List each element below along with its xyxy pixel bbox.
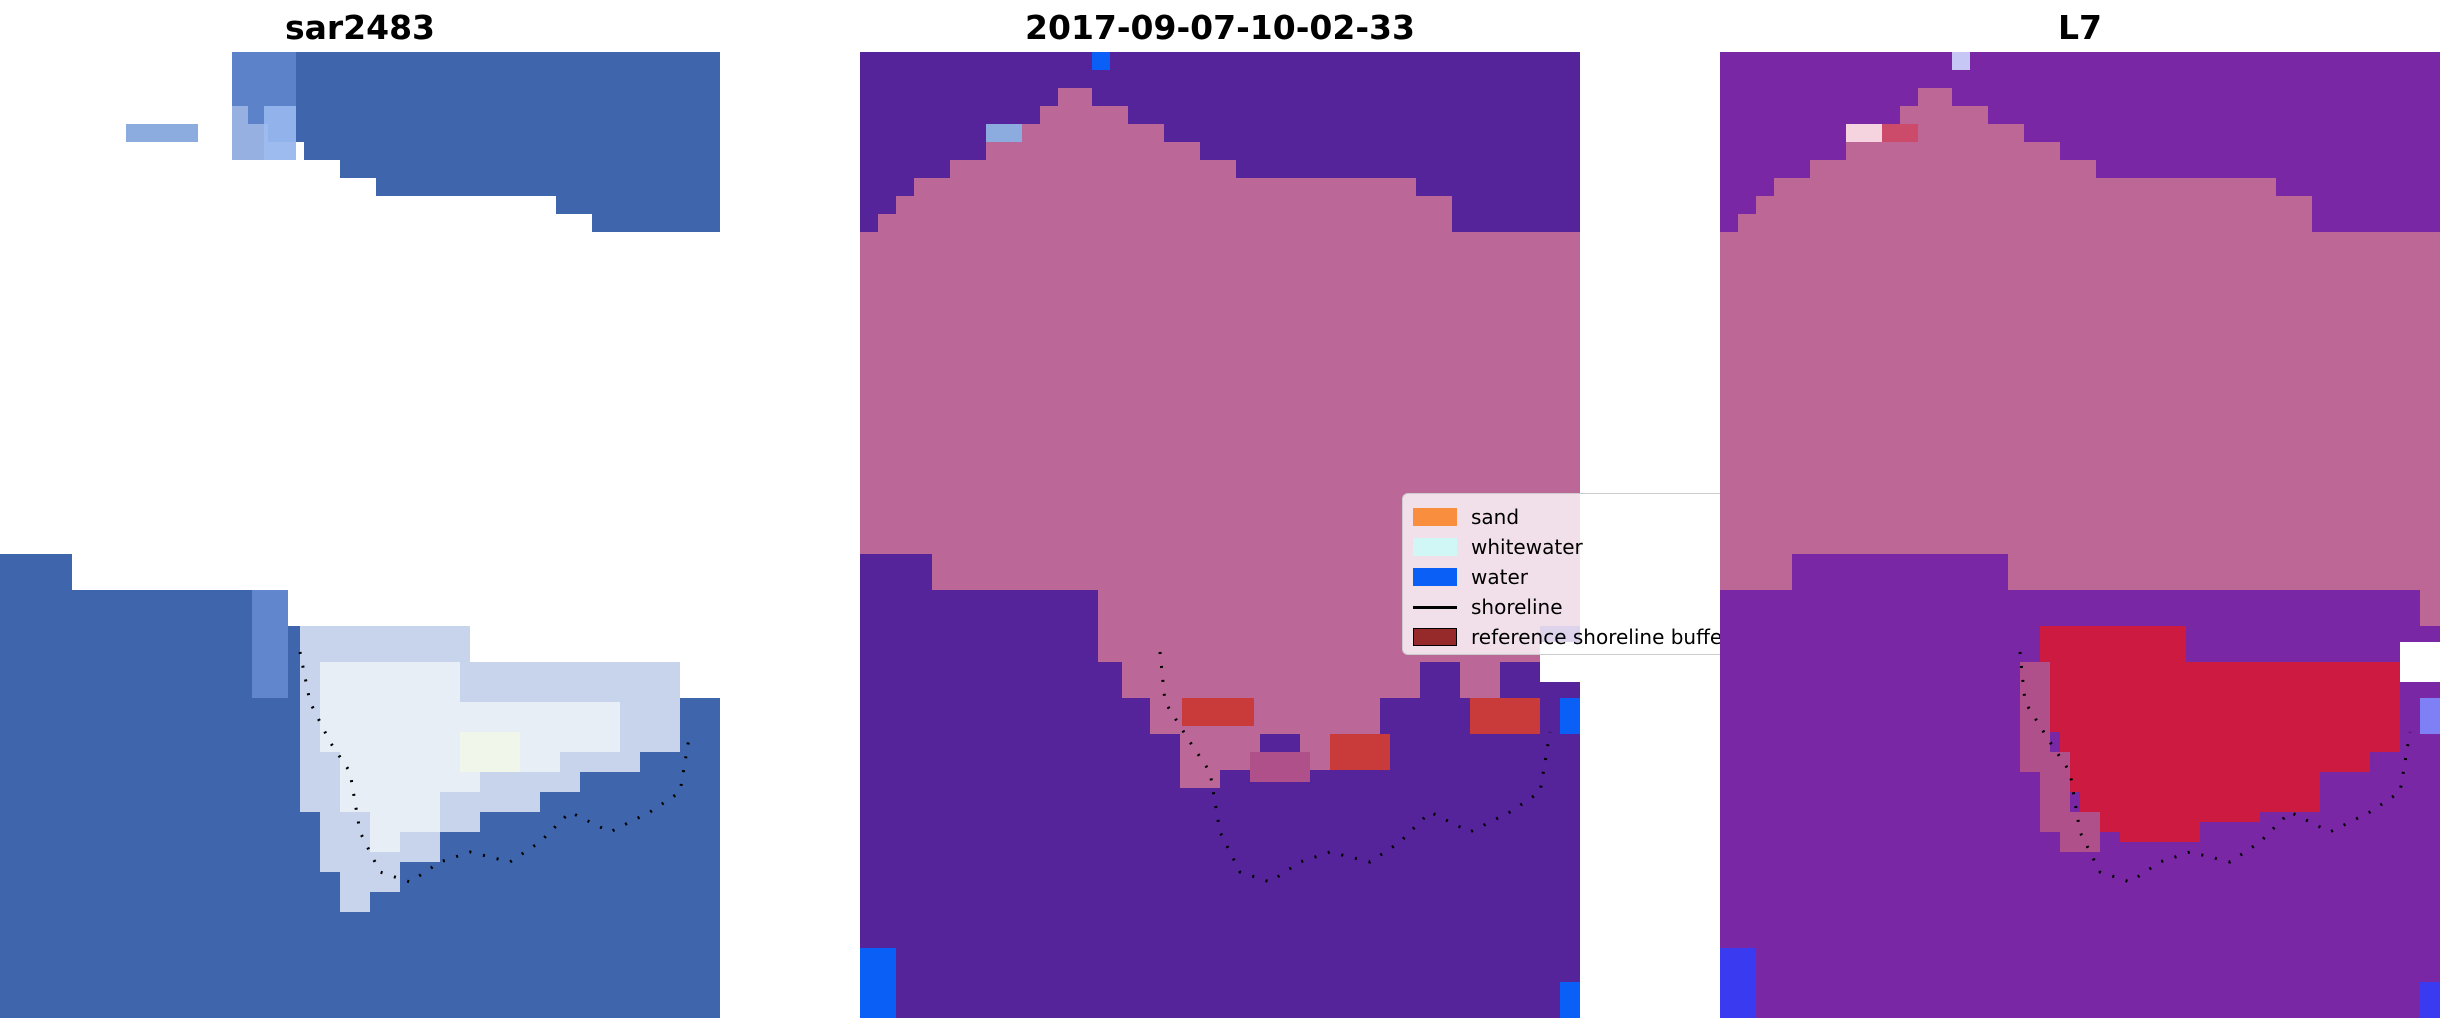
legend-item-whitewater: whitewater bbox=[1413, 532, 1731, 562]
rgb-sea-top bbox=[232, 52, 720, 232]
l7-white-gap bbox=[2400, 642, 2440, 682]
rgb-isolated-pixels bbox=[126, 124, 198, 142]
l7-light-pixel bbox=[1952, 52, 1970, 70]
panel-title-rgb: sar2483 bbox=[284, 8, 436, 47]
classified-edge-5 bbox=[1560, 982, 1580, 1018]
classified-buffer-2 bbox=[1330, 734, 1390, 770]
buffer-swatch bbox=[1413, 628, 1457, 646]
rgb-nearshore-light bbox=[252, 590, 288, 698]
legend-label-whitewater: whitewater bbox=[1471, 535, 1583, 559]
l7-edge-blue-2 bbox=[1720, 948, 1756, 1018]
l7-red-fade bbox=[2020, 662, 2100, 852]
legend-label-shoreline: shoreline bbox=[1471, 595, 1563, 619]
classified-edge-4 bbox=[860, 948, 896, 1018]
panel-l7: L7 bbox=[1720, 0, 2440, 1033]
rgb-shoreline bbox=[298, 651, 692, 884]
rgb-image bbox=[0, 52, 720, 1018]
legend-label-sand: sand bbox=[1471, 505, 1520, 529]
shoreline-line-swatch bbox=[1413, 605, 1457, 609]
l7-image bbox=[1720, 52, 2440, 1018]
water-swatch bbox=[1413, 568, 1457, 586]
l7-edge-blue-1 bbox=[2420, 698, 2440, 734]
panel-rgb: sar2483 bbox=[0, 0, 720, 1033]
l7-image-canvas bbox=[1720, 52, 2440, 1018]
legend: sand whitewater water shoreline referenc… bbox=[1402, 493, 1742, 655]
classified-edge-1 bbox=[1092, 52, 1110, 70]
legend-item-buffer: reference shoreline buffer bbox=[1413, 622, 1731, 652]
classified-buffer-4 bbox=[1250, 752, 1310, 782]
legend-label-water: water bbox=[1471, 565, 1528, 589]
legend-item-sand: sand bbox=[1413, 502, 1731, 532]
rgb-sea-top-bright bbox=[264, 106, 296, 160]
sand-swatch bbox=[1413, 508, 1457, 526]
panel-classified: 2017-09-07-10-02-33 sand bbox=[860, 0, 1742, 1033]
panel-title-l7: L7 bbox=[2058, 8, 2102, 47]
l7-edge-blue-3 bbox=[2420, 982, 2440, 1018]
classified-edge-3 bbox=[1560, 698, 1580, 734]
classified-land bbox=[860, 88, 1580, 788]
panel-title-classified: 2017-09-07-10-02-33 bbox=[1025, 8, 1415, 47]
l7-shoreline bbox=[2018, 651, 2412, 884]
l7-red-pixels bbox=[1882, 124, 1918, 142]
l7-land bbox=[1720, 88, 2440, 626]
whitewater-swatch bbox=[1413, 538, 1457, 556]
l7-red-region bbox=[2040, 626, 2400, 842]
classified-edge-2 bbox=[986, 124, 1022, 142]
classified-buffer-3 bbox=[1470, 698, 1540, 734]
rgb-whitewater-spot bbox=[460, 732, 520, 772]
legend-item-water: water bbox=[1413, 562, 1731, 592]
legend-label-buffer: reference shoreline buffer bbox=[1471, 625, 1731, 649]
rgb-image-canvas bbox=[0, 52, 720, 1018]
legend-item-shoreline: shoreline bbox=[1413, 592, 1731, 622]
l7-pink-pixels bbox=[1846, 124, 1882, 142]
classified-buffer-1 bbox=[1182, 698, 1254, 726]
classified-shoreline bbox=[1158, 651, 1552, 884]
